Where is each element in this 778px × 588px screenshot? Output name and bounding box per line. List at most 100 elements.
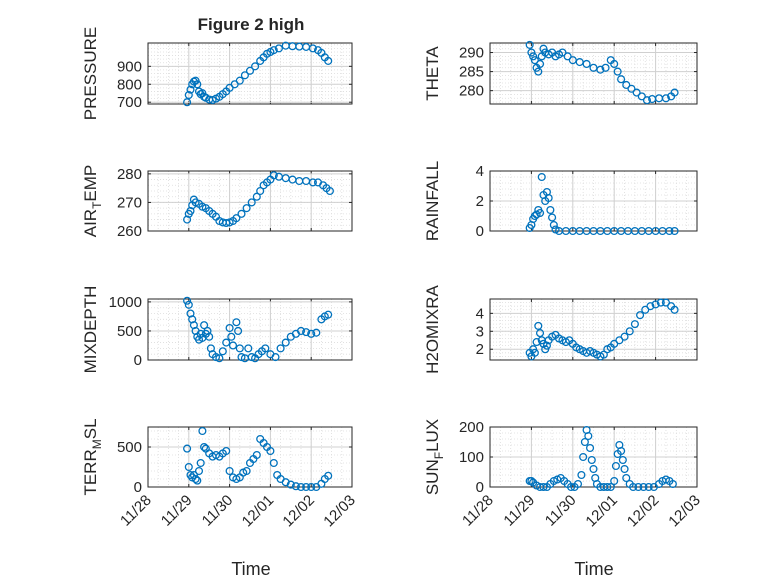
- y-tick-label: 0: [476, 223, 484, 240]
- data-point: [186, 206, 195, 216]
- x-tick-label: 11/29: [158, 492, 196, 530]
- axes-box: [147, 170, 353, 232]
- data-point: [244, 344, 253, 353]
- data-point: [617, 75, 626, 84]
- subplot-8: 11/28 11/29 11/30 12/01 12/02 12/03 0 100 200 SUN…: [423, 419, 704, 531]
- data-point: [291, 482, 300, 491]
- data-point: [656, 298, 665, 307]
- data-point: [627, 84, 636, 93]
- data-point: [535, 329, 545, 338]
- data-point: [546, 205, 555, 215]
- y-tick-label: 100: [459, 449, 484, 466]
- y-tick-label: 0: [476, 479, 484, 496]
- data-point: [665, 226, 674, 236]
- y-tick-label: 1000: [109, 294, 142, 311]
- x-tick-label: 12/03: [320, 492, 359, 531]
- x-tick-label: 12/03: [665, 492, 704, 531]
- data-point: [324, 56, 333, 65]
- data-point: [184, 300, 193, 309]
- data-point: [585, 443, 595, 453]
- data-point: [630, 320, 639, 329]
- data-point: [567, 482, 576, 492]
- data-point: [670, 226, 679, 236]
- y-axis-label: PRESSURE: [81, 27, 100, 121]
- data-point: [184, 462, 193, 472]
- data-point: [625, 327, 634, 336]
- subplot-6: 234 H2OMIXRA: [423, 284, 698, 374]
- data-point: [596, 65, 605, 74]
- data-point: [312, 328, 321, 337]
- data-point: [563, 52, 572, 61]
- axes-box: [147, 42, 353, 105]
- axes-box: [489, 42, 698, 105]
- data-point: [251, 62, 260, 71]
- data-point: [247, 198, 256, 207]
- data-point: [256, 186, 265, 196]
- data-point: [296, 482, 306, 492]
- data-point: [668, 479, 677, 489]
- data-point: [266, 446, 275, 456]
- data-point: [613, 67, 622, 76]
- data-point: [222, 338, 231, 347]
- data-point: [661, 94, 670, 103]
- data-point: [296, 326, 306, 336]
- data-point: [579, 452, 588, 462]
- data-point: [302, 482, 311, 492]
- data-point: [308, 44, 317, 53]
- x-tick-label: 11/30: [199, 492, 237, 530]
- data-point: [235, 76, 244, 85]
- x-tick-label: 11/28: [459, 492, 497, 530]
- data-point: [222, 446, 231, 456]
- y-axis-label: AIRTEMP: [81, 165, 104, 238]
- data-point: [205, 332, 214, 341]
- data-point: [252, 450, 261, 460]
- data-point: [584, 431, 593, 441]
- data-point: [183, 296, 192, 305]
- data-point: [525, 40, 534, 49]
- axes-box: [489, 426, 698, 488]
- axes-box: [489, 298, 698, 361]
- data-point: [542, 341, 551, 350]
- data-point: [281, 338, 290, 347]
- data-point: [225, 466, 234, 476]
- y-tick-label: 260: [117, 223, 142, 240]
- data-point: [620, 464, 629, 474]
- data-point: [225, 323, 234, 333]
- y-tick-label: 800: [117, 76, 142, 93]
- data-point: [636, 311, 645, 320]
- data-point: [573, 479, 583, 489]
- data-point: [308, 178, 317, 187]
- data-point: [582, 59, 591, 69]
- data-point: [535, 208, 545, 218]
- y-axis-label: THETA: [423, 46, 442, 101]
- x-tick-label: 12/02: [279, 492, 318, 531]
- y-tick-label: 2: [476, 341, 484, 358]
- data-point: [271, 353, 280, 362]
- data-point: [186, 85, 195, 94]
- y-tick-label: 2: [476, 193, 484, 210]
- data-point: [603, 482, 612, 492]
- data-point: [670, 305, 679, 314]
- y-axis-label: RAINFALL: [423, 161, 442, 241]
- y-tick-label: 4: [476, 163, 484, 180]
- data-point: [191, 474, 200, 484]
- data-point: [622, 80, 631, 89]
- y-axis-label: MIXDEPTH: [81, 286, 100, 374]
- data-point: [639, 482, 648, 492]
- axes-box: [147, 426, 353, 488]
- y-tick-label: 500: [117, 439, 142, 456]
- x-tick-label: 12/02: [624, 492, 663, 531]
- data-point: [535, 59, 545, 69]
- subplot-3: 260 270 280 AIRTEMP: [81, 165, 353, 240]
- data-point: [529, 52, 538, 61]
- data-point: [307, 482, 316, 492]
- data-point: [234, 326, 243, 336]
- y-tick-label: 280: [459, 83, 484, 100]
- data-point: [211, 353, 221, 362]
- data-point: [196, 458, 205, 468]
- data-point: [269, 458, 278, 468]
- data-point: [577, 470, 586, 480]
- x-axis-label-left: Time: [231, 559, 270, 579]
